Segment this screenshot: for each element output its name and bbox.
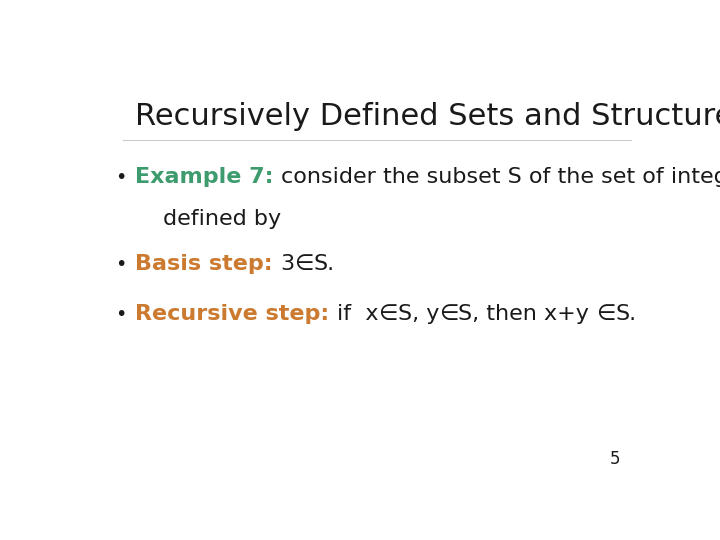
Text: defined by: defined by [163,208,281,228]
Text: S, y: S, y [397,304,439,325]
Text: S, then x+y: S, then x+y [458,304,596,325]
Text: Basis step:: Basis step: [135,254,280,274]
Text: 3: 3 [280,254,294,274]
Text: Recursively Defined Sets and Structures: Recursively Defined Sets and Structures [135,102,720,131]
Text: if  x: if x [337,304,378,325]
Text: Example 7:: Example 7: [135,167,281,187]
Text: ∈: ∈ [378,304,397,325]
Text: S.: S. [313,254,335,274]
Text: consider the subset S of the set of integers: consider the subset S of the set of inte… [281,167,720,187]
Text: S.: S. [616,304,636,325]
Text: ∈: ∈ [596,304,616,325]
Text: •: • [115,167,127,186]
Text: ∈: ∈ [294,254,313,274]
Text: •: • [115,305,127,324]
Text: 5: 5 [610,450,620,468]
Text: ∈: ∈ [439,304,458,325]
Text: •: • [115,255,127,274]
Text: Recursive step:: Recursive step: [135,304,337,325]
